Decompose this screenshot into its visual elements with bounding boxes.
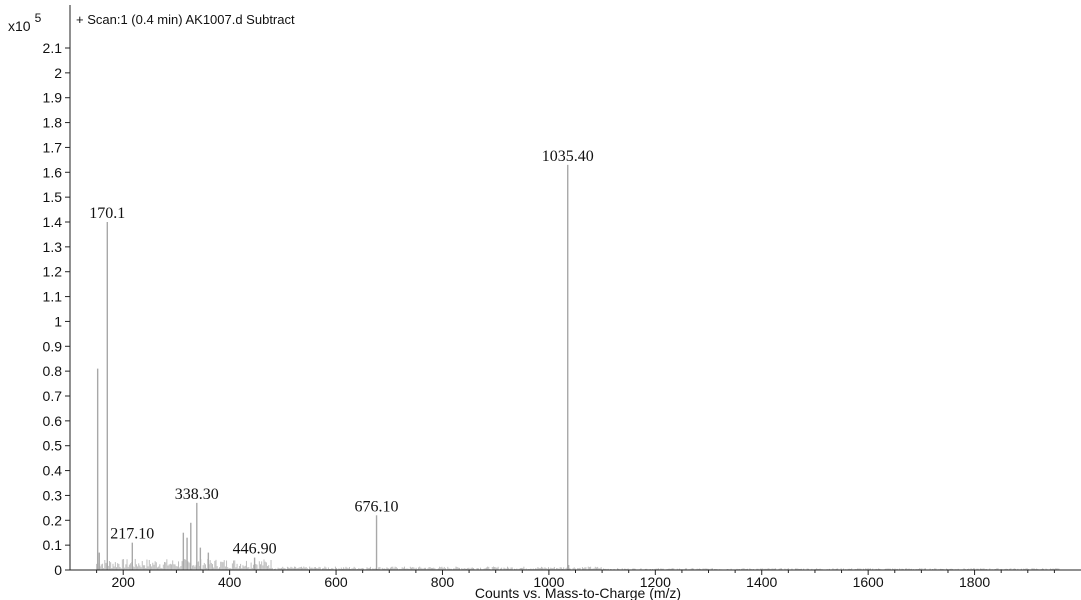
x-tick-label: 1400 xyxy=(746,574,777,590)
x-axis-title: Counts vs. Mass-to-Charge (m/z) xyxy=(475,585,681,600)
y-tick-label: 0.6 xyxy=(43,413,63,429)
peak-label: 170.1 xyxy=(89,205,125,222)
y-scale-multiplier: x10 5 xyxy=(8,11,42,34)
y-tick-label: 1.5 xyxy=(43,189,63,205)
y-scale-base: x10 xyxy=(8,18,31,34)
x-tick-label: 1000 xyxy=(533,574,564,590)
y-tick-label: 1 xyxy=(54,313,62,329)
y-tick-label: 0.7 xyxy=(43,388,63,404)
y-tick-label: 1.1 xyxy=(43,289,63,305)
y-tick-label: 1.7 xyxy=(43,139,63,155)
x-tick-label: 200 xyxy=(112,574,136,590)
y-tick-label: 2.1 xyxy=(43,40,63,56)
y-tick-label: 0.5 xyxy=(43,438,63,454)
x-tick-label: 600 xyxy=(324,574,348,590)
baseline-noise xyxy=(96,558,1060,570)
peak-label: 446.90 xyxy=(233,541,277,558)
x-tick-label: 1800 xyxy=(959,574,990,590)
y-tick-label: 1.3 xyxy=(43,239,63,255)
y-tick-label: 2 xyxy=(54,65,62,81)
y-tick-label: 1.2 xyxy=(43,264,63,280)
peak-label: 338.30 xyxy=(175,486,219,503)
x-tick-label: 800 xyxy=(431,574,455,590)
y-tick-label: 0 xyxy=(54,562,62,578)
y-tick-label: 0.4 xyxy=(43,463,63,479)
y-scale-exponent: 5 xyxy=(35,11,42,25)
y-ticks: 0 0.1 0.2 0.3 0.4 0.5 0.6 0.7 0.8 0.9 1 1.1 1.2 1.3 1.… xyxy=(43,40,70,578)
x-ticks: 200 400 600 800 1000 1200 1400 1600 1800 xyxy=(96,570,1055,590)
y-tick-label: 1.4 xyxy=(43,214,63,230)
peak-labels: 170.1 217.10 338.30 446.90 676.10 1035.40 xyxy=(89,148,593,558)
y-tick-label: 0.2 xyxy=(43,512,63,528)
y-tick-label: 0.1 xyxy=(43,537,63,553)
y-tick-label: 0.8 xyxy=(43,363,63,379)
peaks xyxy=(96,164,570,570)
y-tick-label: 0.9 xyxy=(43,338,63,354)
y-tick-label: 1.6 xyxy=(43,164,63,180)
x-tick-label: 400 xyxy=(218,574,242,590)
y-tick-label: 0.3 xyxy=(43,487,63,503)
y-tick-label: 1.9 xyxy=(43,90,63,106)
peak-label: 676.10 xyxy=(355,498,399,515)
y-tick-label: 1.8 xyxy=(43,115,63,131)
peak-label: 1035.40 xyxy=(542,148,594,165)
peak-label: 217.10 xyxy=(110,526,154,543)
axes xyxy=(69,5,1081,571)
x-tick-label: 1200 xyxy=(640,574,671,590)
x-tick-label: 1600 xyxy=(853,574,884,590)
plot-title: + Scan:1 (0.4 min) AK1007.d Subtract xyxy=(76,12,295,27)
